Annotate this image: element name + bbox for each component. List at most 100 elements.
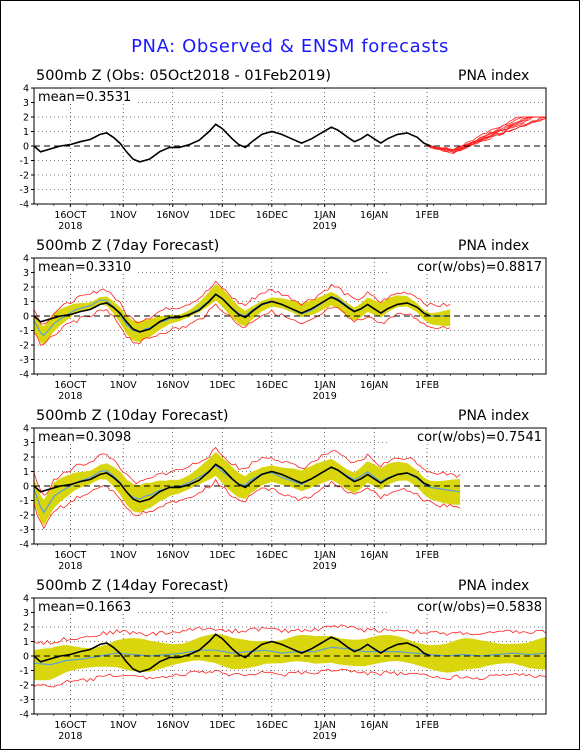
x-tick-label: 16DEC [256, 210, 288, 221]
member-envelope-lower [33, 668, 547, 688]
y-tick-label: 4 [23, 254, 29, 265]
observed-line [33, 293, 431, 333]
y-tick-label: 1 [23, 127, 29, 138]
x-tick-label: 16JAN [360, 720, 388, 731]
y-tick-label: -4 [20, 710, 29, 721]
plot-frame [33, 427, 547, 545]
panel-2-index-label: PNA index [458, 238, 530, 254]
mean-label: mean=0.3531 [38, 90, 131, 105]
y-tick-label: -2 [20, 511, 29, 522]
x-tick-label: 1DEC [209, 550, 235, 561]
observed-line [33, 633, 431, 673]
member-envelope-lower [33, 303, 451, 346]
y-tick-label: 2 [23, 113, 29, 124]
y-tick-label: 0 [23, 652, 29, 663]
y-tick-label: -3 [20, 525, 29, 536]
x-year-label: 2018 [58, 731, 82, 742]
mean-label: mean=0.1663 [38, 600, 131, 615]
x-tick-label: 1NOV [110, 720, 137, 731]
x-tick-label: 16OCT [54, 550, 86, 561]
plot-frame [33, 597, 547, 715]
observed-line [33, 463, 431, 503]
x-tick-label: 16DEC [256, 380, 288, 391]
x-tick-label: 1FEB [415, 380, 439, 391]
y-tick-label: -1 [20, 156, 29, 167]
x-tick-label: 1FEB [415, 210, 439, 221]
x-tick-label: 1JAN [314, 550, 336, 561]
cor-label: cor(w/obs)=0.5838 [417, 600, 542, 615]
y-tick-label: 3 [23, 98, 29, 109]
x-year-label: 2018 [58, 561, 82, 572]
y-tick-label: 4 [23, 424, 29, 435]
y-tick-label: -1 [20, 496, 29, 507]
x-tick-label: 16JAN [360, 210, 388, 221]
x-tick-label: 16NOV [156, 380, 190, 391]
member-envelope-upper [33, 446, 461, 496]
x-tick-label: 1FEB [415, 550, 439, 561]
x-tick-label: 1JAN [314, 720, 336, 731]
x-year-label: 2019 [313, 561, 337, 572]
y-tick-label: -4 [20, 200, 29, 211]
page-title: PNA: Observed & ENSM forecasts [131, 36, 449, 57]
x-year-label: 2019 [313, 391, 337, 402]
y-tick-label: -4 [20, 540, 29, 551]
y-tick-label: 0 [23, 142, 29, 153]
y-tick-label: 3 [23, 268, 29, 279]
y-tick-label: 3 [23, 438, 29, 449]
plot-frame [33, 87, 547, 205]
mean-label: mean=0.3098 [38, 430, 131, 445]
y-tick-label: 2 [23, 453, 29, 464]
panel-3-title: 500mb Z (10day Forecast) [36, 408, 229, 424]
y-tick-label: 1 [23, 637, 29, 648]
spread-band [34, 633, 546, 681]
x-tick-label: 16JAN [360, 550, 388, 561]
forecast-member-line [426, 116, 546, 153]
mean-label-bg [36, 90, 136, 104]
x-tick-label: 1DEC [209, 380, 235, 391]
x-tick-label: 16NOV [156, 210, 190, 221]
forecast-member-line [426, 116, 546, 154]
x-tick-label: 1NOV [110, 210, 137, 221]
forecast-member-line [426, 116, 547, 151]
y-tick-label: -2 [20, 171, 29, 182]
x-tick-label: 16NOV [156, 550, 190, 561]
cor-label: cor(w/obs)=0.8817 [417, 260, 542, 275]
y-tick-label: 3 [23, 608, 29, 619]
mean-label-bg [36, 260, 136, 274]
x-tick-label: 16OCT [54, 210, 86, 221]
x-tick-label: 1DEC [209, 210, 235, 221]
y-tick-label: -3 [20, 185, 29, 196]
cor-label: cor(w/obs)=0.7541 [417, 430, 542, 445]
y-tick-label: -2 [20, 341, 29, 352]
x-year-label: 2019 [313, 221, 337, 232]
y-tick-label: 1 [23, 467, 29, 478]
cor-label-bg [388, 600, 544, 614]
y-tick-label: -2 [20, 681, 29, 692]
y-tick-label: -1 [20, 666, 29, 677]
y-tick-label: 2 [23, 283, 29, 294]
x-year-label: 2018 [58, 391, 82, 402]
cor-label-bg [388, 260, 544, 274]
y-tick-label: -3 [20, 695, 29, 706]
cor-label-bg [388, 430, 544, 444]
spread-band [34, 452, 461, 526]
x-tick-label: 16DEC [256, 550, 288, 561]
y-tick-label: 4 [23, 84, 29, 95]
x-tick-label: 1JAN [314, 210, 336, 221]
x-tick-label: 1JAN [314, 380, 336, 391]
y-tick-label: 4 [23, 594, 29, 605]
x-tick-label: 1NOV [110, 380, 137, 391]
x-year-label: 2019 [313, 731, 337, 742]
y-tick-label: 0 [23, 482, 29, 493]
panel-3-index-label: PNA index [458, 408, 530, 424]
x-tick-label: 1NOV [110, 550, 137, 561]
panel-4-index-label: PNA index [458, 578, 530, 594]
y-tick-label: -1 [20, 326, 29, 337]
x-tick-label: 1FEB [415, 720, 439, 731]
mean-label-bg [36, 600, 136, 614]
